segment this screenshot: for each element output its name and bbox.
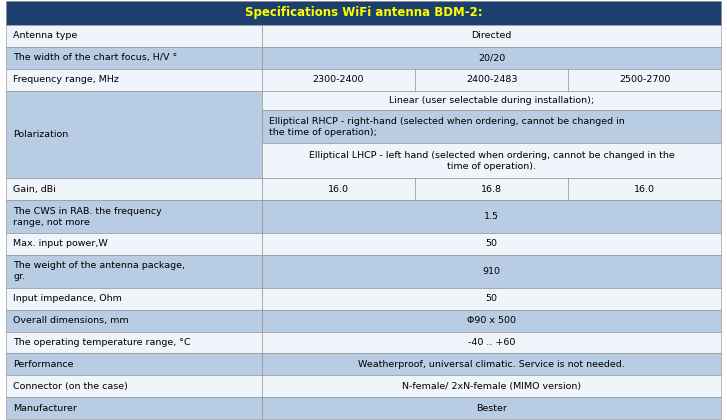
Text: Frequency range, MHz: Frequency range, MHz: [13, 75, 119, 84]
Bar: [6, 200, 262, 233]
Bar: [6, 375, 262, 397]
Bar: [262, 310, 721, 331]
Text: 16.0: 16.0: [328, 185, 349, 194]
Bar: [262, 200, 721, 233]
Text: 50: 50: [486, 239, 497, 249]
Bar: [262, 178, 415, 200]
Text: The weight of the antenna package,
gr.: The weight of the antenna package, gr.: [13, 261, 185, 281]
Text: Manufacturer: Manufacturer: [13, 404, 77, 413]
Bar: [262, 47, 721, 69]
Text: Performance: Performance: [13, 360, 73, 369]
Bar: [6, 178, 262, 200]
Text: Elliptical LHCP - left hand (selected when ordering, cannot be changed in the
ti: Elliptical LHCP - left hand (selected wh…: [309, 151, 675, 171]
Text: Weatherproof, universal climatic. Service is not needed.: Weatherproof, universal climatic. Servic…: [358, 360, 625, 369]
Text: 2500-2700: 2500-2700: [619, 75, 670, 84]
Text: 50: 50: [486, 294, 497, 303]
Text: The CWS in RAB. the frequency
range, not more: The CWS in RAB. the frequency range, not…: [13, 207, 162, 227]
Bar: [6, 397, 262, 419]
Text: 16.8: 16.8: [481, 185, 502, 194]
Bar: [262, 69, 415, 91]
Text: The operating temperature range, °C: The operating temperature range, °C: [13, 338, 190, 347]
Text: 16.0: 16.0: [634, 185, 655, 194]
Bar: [6, 233, 262, 255]
Text: 910: 910: [483, 267, 501, 276]
Bar: [415, 178, 568, 200]
Text: Gain, dBi: Gain, dBi: [13, 185, 56, 194]
Text: -40 .. +60: -40 .. +60: [468, 338, 515, 347]
Bar: [6, 47, 262, 69]
Bar: [6, 354, 262, 375]
Text: Input impedance, Ohm: Input impedance, Ohm: [13, 294, 122, 303]
Bar: [6, 91, 262, 178]
Text: Specifications WiFi antenna BDM-2:: Specifications WiFi antenna BDM-2:: [245, 6, 482, 19]
Text: Max. input power,W: Max. input power,W: [13, 239, 108, 249]
Bar: [262, 91, 721, 110]
Text: Linear (user selectable during installation);: Linear (user selectable during installat…: [389, 96, 594, 105]
Text: Overall dimensions, mm: Overall dimensions, mm: [13, 316, 129, 325]
Text: The width of the chart focus, H/V °: The width of the chart focus, H/V °: [13, 53, 177, 62]
Bar: [262, 233, 721, 255]
Bar: [6, 255, 262, 288]
Bar: [262, 397, 721, 419]
Text: 1.5: 1.5: [484, 212, 499, 221]
Bar: [262, 110, 721, 143]
Text: N-female/ 2xN-female (MIMO version): N-female/ 2xN-female (MIMO version): [402, 382, 581, 391]
Bar: [6, 288, 262, 310]
Bar: [6, 25, 262, 47]
Text: Antenna type: Antenna type: [13, 32, 77, 40]
Bar: [262, 331, 721, 354]
Bar: [262, 375, 721, 397]
Bar: [6, 310, 262, 331]
Text: Polarization: Polarization: [13, 130, 68, 139]
Text: Elliptical RHCP - right-hand (selected when ordering, cannot be changed in
the t: Elliptical RHCP - right-hand (selected w…: [269, 117, 625, 137]
Bar: [415, 69, 568, 91]
Bar: [568, 178, 721, 200]
Bar: [262, 143, 721, 178]
Bar: [6, 69, 262, 91]
Bar: [262, 288, 721, 310]
Bar: [568, 69, 721, 91]
Bar: [6, 331, 262, 354]
Text: 2300-2400: 2300-2400: [313, 75, 364, 84]
Bar: [262, 25, 721, 47]
Text: Connector (on the case): Connector (on the case): [13, 382, 128, 391]
Text: 2400-2483: 2400-2483: [466, 75, 518, 84]
Text: Directed: Directed: [471, 32, 512, 40]
Bar: [262, 354, 721, 375]
Text: Bester: Bester: [476, 404, 507, 413]
Text: 20/20: 20/20: [478, 53, 505, 62]
Text: Φ90 x 500: Φ90 x 500: [467, 316, 516, 325]
Bar: [262, 255, 721, 288]
Bar: [6, 1, 721, 25]
